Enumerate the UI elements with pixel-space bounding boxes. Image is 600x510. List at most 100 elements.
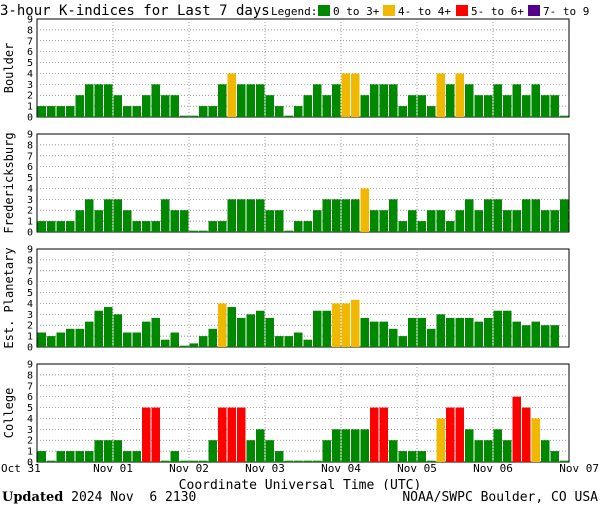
- k-index-bar: [284, 230, 293, 232]
- legend-entry-label: 7- to 9: [543, 5, 589, 18]
- k-index-bar: [541, 95, 550, 117]
- k-index-bar: [132, 332, 141, 347]
- k-index-bar: [47, 106, 56, 117]
- k-index-bar: [218, 303, 227, 347]
- k-index-bar: [531, 199, 540, 232]
- y-tick-label: 6: [27, 162, 33, 173]
- k-index-bar: [94, 84, 103, 117]
- y-tick-label: 1: [27, 102, 33, 113]
- k-index-bar: [313, 210, 322, 232]
- k-index-bar: [322, 310, 331, 347]
- k-index-bar: [189, 343, 198, 347]
- k-index-bar: [512, 210, 521, 232]
- k-index-bar: [132, 221, 141, 232]
- k-index-bar: [465, 199, 474, 232]
- k-index-bar: [436, 210, 445, 232]
- k-index-bar: [85, 199, 94, 232]
- x-tick-label: Nov 03: [245, 462, 285, 475]
- y-tick-label: 5: [27, 58, 33, 69]
- x-axis: Oct 31 Nov 01 Nov 02 Nov 03 Nov 04 Nov 05 Nov …: [1, 462, 599, 475]
- k-index-bar: [313, 460, 322, 462]
- k-index-bar: [541, 210, 550, 232]
- legend-swatch: [383, 5, 395, 16]
- k-index-bar: [360, 429, 369, 462]
- y-tick-label: 0: [27, 343, 33, 354]
- k-index-bar: [560, 199, 569, 232]
- k-index-bar: [47, 336, 56, 347]
- x-tick-label: Nov 05: [397, 462, 437, 475]
- k-index-bar: [85, 84, 94, 117]
- k-index-bar: [113, 440, 122, 462]
- k-index-bar: [284, 336, 293, 347]
- y-tick-label: 6: [27, 277, 33, 288]
- legend-swatch: [528, 5, 540, 16]
- k-index-bar: [132, 451, 141, 462]
- k-index-bar: [294, 460, 303, 462]
- updated-stamp: Updated 2024 Nov 6 2130: [2, 490, 196, 505]
- k-index-bar: [66, 221, 75, 232]
- k-index-bar: [484, 95, 493, 117]
- k-index-bar: [199, 230, 208, 232]
- k-index-bar: [417, 95, 426, 117]
- k-index-bar: [104, 440, 113, 462]
- k-index-bar: [541, 325, 550, 347]
- k-index-bar: [227, 199, 236, 232]
- k-index-bar: [427, 328, 436, 347]
- k-index-bar: [379, 321, 388, 347]
- k-index-bar: [170, 210, 179, 232]
- k-index-bar: [303, 95, 312, 117]
- k-index-bar: [398, 451, 407, 462]
- k-index-bar: [351, 73, 360, 117]
- k-index-bar: [123, 106, 132, 117]
- k-index-bar: [237, 407, 246, 462]
- k-index-bar: [446, 407, 455, 462]
- k-index-bar: [531, 321, 540, 347]
- y-tick-label: 9: [27, 245, 33, 256]
- k-index-bar: [208, 328, 217, 347]
- panel-frame: [36, 363, 570, 463]
- k-index-bar: [142, 221, 151, 232]
- k-index-bar: [550, 451, 559, 462]
- k-index-bar: [246, 199, 255, 232]
- k-index-bar: [341, 429, 350, 462]
- k-index-bar: [189, 115, 198, 117]
- legend-swatch: [318, 5, 330, 16]
- k-index-bar: [113, 314, 122, 347]
- y-tick-label: 2: [27, 91, 33, 102]
- k-index-bar: [341, 199, 350, 232]
- k-index-bar: [322, 95, 331, 117]
- k-index-bar: [75, 328, 84, 347]
- y-tick-label: 9: [27, 360, 33, 371]
- k-index-bar: [531, 84, 540, 117]
- k-index-bar: [360, 317, 369, 347]
- k-index-bar: [294, 106, 303, 117]
- k-index-bar: [379, 407, 388, 462]
- k-index-bar: [370, 321, 379, 347]
- k-index-bar: [256, 429, 265, 462]
- k-index-bar: [360, 188, 369, 232]
- k-index-bar: [294, 221, 303, 232]
- k-index-bar: [180, 210, 189, 232]
- k-index-bar: [123, 451, 132, 462]
- k-index-bar: [218, 407, 227, 462]
- k-index-bar: [332, 84, 341, 117]
- k-index-bar: [332, 429, 341, 462]
- k-index-bar: [94, 210, 103, 232]
- k-index-bar: [560, 115, 569, 117]
- k-index-bar: [56, 221, 65, 232]
- source-credit: NOAA/SWPC Boulder, CO USA: [402, 490, 598, 505]
- k-index-bar: [161, 95, 170, 117]
- k-index-bar: [180, 115, 189, 117]
- k-index-bar: [512, 84, 521, 117]
- legend-entry-label: 5- to 6+: [471, 5, 524, 18]
- legend-swatch: [456, 5, 468, 16]
- k-index-bar: [493, 310, 502, 347]
- x-tick-label: Nov 02: [169, 462, 209, 475]
- k-index-bar: [446, 221, 455, 232]
- k-index-bar: [493, 84, 502, 117]
- k-index-bar: [218, 221, 227, 232]
- k-index-bar: [47, 221, 56, 232]
- k-index-bar: [303, 460, 312, 462]
- y-tick-label: 3: [27, 425, 33, 436]
- k-index-bar: [237, 84, 246, 117]
